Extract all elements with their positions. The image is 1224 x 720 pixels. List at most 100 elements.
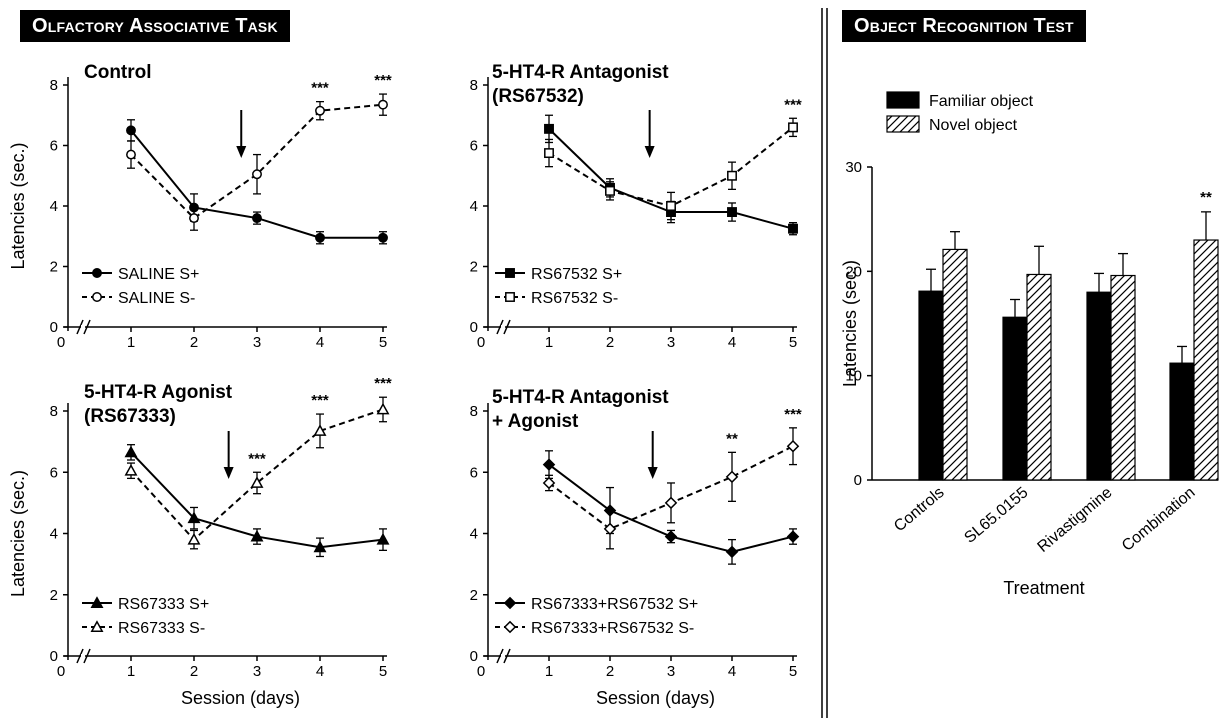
axis-break-mark [503, 648, 511, 664]
y-tick-label: 8 [470, 77, 478, 94]
x-tick-label: 5 [789, 334, 797, 351]
axis-break-mark [76, 648, 84, 664]
data-point [187, 532, 201, 545]
significance-marker: *** [311, 392, 329, 409]
y-tick-label: 2 [50, 259, 58, 276]
panel-title: (RS67333) [84, 406, 176, 427]
data-point [250, 476, 264, 488]
significance-marker: ** [1200, 189, 1212, 206]
legend-marker [503, 620, 517, 634]
data-point [786, 439, 800, 453]
x-tick-label: 5 [379, 663, 387, 680]
data-point [187, 511, 201, 524]
legend-label: RS67532 S+ [531, 266, 622, 283]
banner-object-recognition: Object Recognition Test [842, 10, 1086, 42]
legend-marker [505, 292, 515, 302]
legend-label: Familiar object [929, 93, 1034, 110]
treatment-arrow-head [644, 146, 655, 158]
legend-label: RS67333+RS67532 S- [531, 620, 694, 637]
y-tick-label: 8 [470, 403, 478, 420]
y-tick-label: 4 [50, 526, 58, 543]
data-point [727, 170, 737, 181]
y-tick-label: 0 [50, 648, 58, 665]
data-point [725, 545, 739, 559]
data-point [126, 149, 136, 160]
axis-break-gap [81, 654, 85, 658]
y-tick-label: 4 [470, 526, 478, 543]
data-point [786, 530, 800, 543]
y-tick-label: 2 [470, 259, 478, 276]
bar [1086, 291, 1112, 481]
data-point [124, 463, 138, 476]
axis-break-gap [501, 325, 505, 329]
x-axis-label: Treatment [1003, 578, 1084, 598]
axis-break-mark [83, 648, 91, 664]
legend-marker [90, 596, 104, 608]
treatment-arrow-head [223, 467, 234, 479]
data-point [725, 470, 739, 484]
significance-marker: *** [248, 450, 266, 467]
x-tick-label: 2 [190, 334, 198, 351]
legend-label: RS67333+RS67532 S+ [531, 596, 698, 613]
y-tick-label: 2 [470, 587, 478, 604]
y-tick-label: 0 [470, 648, 478, 665]
x-tick-label: 1 [545, 334, 553, 351]
legend-marker [505, 268, 515, 278]
x-tick-label: 5 [789, 663, 797, 680]
data-point [126, 125, 136, 136]
axis-break-mark [76, 319, 84, 335]
x-tick-label: 5 [379, 334, 387, 351]
x-tick-label: 0 [57, 663, 65, 680]
data-point [544, 148, 554, 159]
x-tick-label: 3 [667, 663, 675, 680]
data-point [666, 201, 676, 211]
data-point [664, 530, 678, 543]
legend-label: SALINE S+ [118, 266, 199, 283]
panel-title: 5-HT4-R Antagonist [492, 387, 669, 408]
x-axis-label: Session (days) [181, 688, 300, 708]
data-point [544, 123, 554, 134]
significance-marker: *** [374, 72, 392, 89]
y-tick-label: 8 [50, 77, 58, 94]
legend-marker [503, 596, 517, 610]
data-point [727, 207, 737, 218]
treatment-arrow-head [647, 467, 658, 479]
x-tick-label: 3 [253, 663, 261, 680]
significance-marker: *** [374, 375, 392, 392]
y-axis-label: Latencies (sec.) [840, 260, 860, 387]
x-tick-label: 1 [127, 334, 135, 351]
x-tick-label: Combination [1119, 484, 1199, 555]
axis-break-gap [501, 654, 505, 658]
x-tick-label: 4 [316, 663, 324, 680]
y-tick-label: 0 [470, 319, 478, 336]
data-point [376, 532, 390, 545]
axis-break-mark [503, 319, 511, 335]
x-tick-label: 0 [477, 334, 485, 351]
x-tick-label: 0 [477, 663, 485, 680]
treatment-arrow-head [236, 146, 247, 158]
legend-marker [90, 620, 104, 632]
data-point [788, 122, 798, 133]
y-tick-label: 30 [845, 159, 862, 176]
y-tick-label: 2 [50, 587, 58, 604]
data-point [378, 99, 388, 110]
legend-marker [92, 268, 102, 278]
data-point [605, 185, 615, 196]
x-tick-label: 4 [728, 663, 736, 680]
legend-label: Novel object [929, 117, 1018, 134]
x-tick-label: 2 [190, 663, 198, 680]
data-point [315, 105, 325, 116]
panel-title: 5-HT4-R Agonist [84, 382, 233, 403]
bar [1193, 239, 1219, 481]
panel-title: Control [84, 62, 152, 83]
legend-swatch [886, 115, 920, 133]
significance-marker: ** [726, 430, 738, 447]
data-point [603, 522, 617, 536]
bar [1002, 316, 1028, 481]
y-tick-label: 4 [470, 198, 478, 215]
significance-marker: *** [311, 80, 329, 97]
panel-title: (RS67532) [492, 86, 584, 107]
data-point [315, 232, 325, 243]
x-tick-label: 2 [606, 663, 614, 680]
